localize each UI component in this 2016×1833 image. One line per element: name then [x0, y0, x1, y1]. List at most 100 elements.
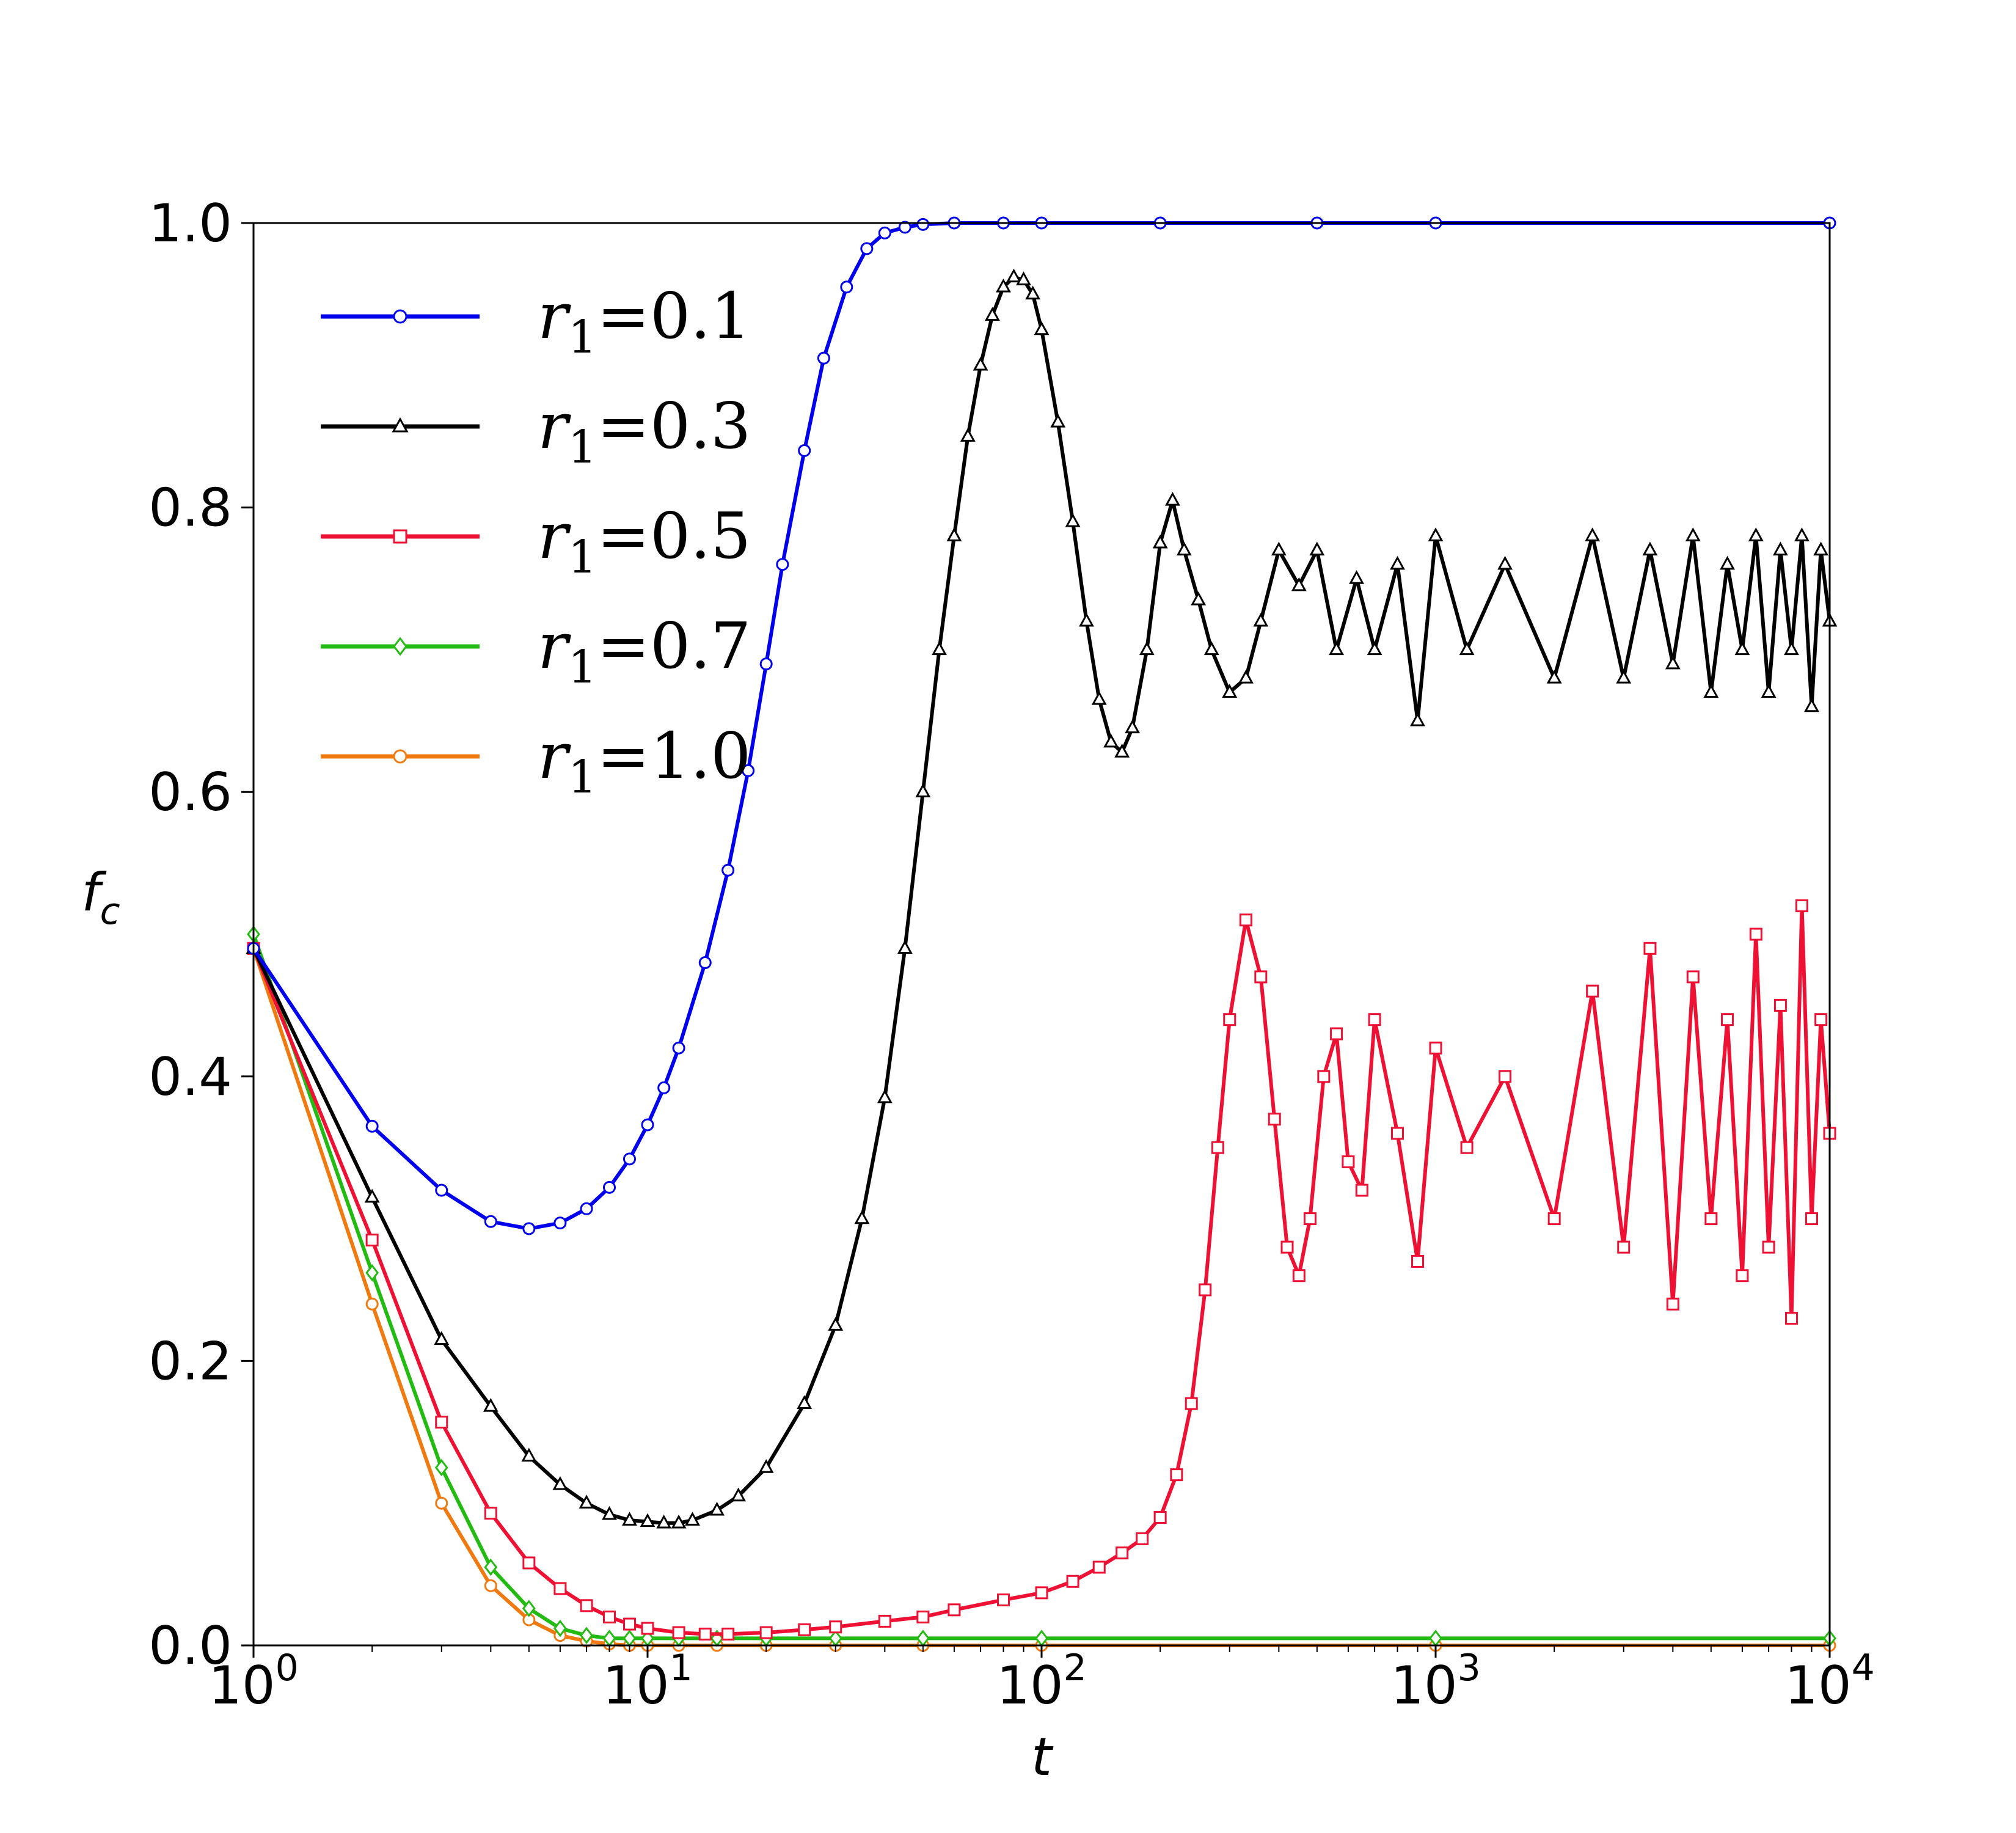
legend-swatch-marker [393, 309, 407, 324]
data-point [553, 1582, 567, 1595]
y-tick-label: 0.8 [148, 478, 232, 539]
data-point [521, 1447, 537, 1462]
legend-swatch-marker [392, 417, 409, 433]
data-point [1497, 555, 1513, 570]
series-r1=0.3 [246, 268, 1838, 1529]
data-point [1734, 641, 1750, 656]
data-point [996, 278, 1011, 293]
data-point [1368, 1013, 1381, 1026]
data-point [1390, 1127, 1404, 1140]
data-point [1034, 321, 1050, 335]
data-point [1091, 690, 1107, 705]
data-point [1239, 913, 1252, 927]
data-point [1079, 612, 1094, 627]
data-point [1136, 1532, 1149, 1545]
data-point [1211, 1141, 1224, 1154]
data-point [1317, 1070, 1331, 1083]
data-point [483, 1397, 499, 1412]
data-point [721, 1627, 735, 1641]
data-point [721, 863, 735, 877]
data-point [698, 1627, 712, 1641]
series-line [252, 221, 1830, 1231]
legend-swatch-marker [393, 637, 407, 656]
data-point [897, 940, 913, 954]
data-point [484, 1506, 497, 1520]
y-axis-label: fc [81, 862, 120, 933]
x-tick-label: 104 [1784, 1647, 1875, 1716]
data-point [1460, 1141, 1474, 1154]
data-point [1139, 641, 1155, 656]
data-point [1116, 1546, 1129, 1560]
data-point [1006, 268, 1021, 283]
y-tick-label: 0.2 [148, 1331, 232, 1392]
data-point [1642, 541, 1658, 556]
data-point [1185, 1397, 1198, 1410]
y-tick-label: 0.6 [148, 762, 232, 823]
data-point [579, 1495, 594, 1509]
x-tick-label: 102 [996, 1647, 1087, 1716]
data-point [878, 226, 891, 240]
data-point [434, 1458, 448, 1477]
data-point [1736, 1269, 1749, 1282]
series-line [252, 904, 1832, 1636]
legend-label: r1=0.7 [538, 609, 751, 693]
data-point [365, 1234, 379, 1247]
data-point [623, 1617, 636, 1631]
data-point [657, 1081, 671, 1094]
data-point [1805, 1212, 1818, 1226]
data-point [758, 1459, 774, 1473]
data-point [1703, 684, 1719, 698]
data-point [656, 1514, 672, 1529]
data-point [1762, 1240, 1775, 1254]
plot-area [246, 216, 1838, 1652]
data-point [1203, 641, 1219, 656]
series-line [252, 275, 1832, 1525]
data-point [435, 1184, 448, 1197]
data-point [797, 1395, 813, 1409]
data-point [1390, 555, 1405, 570]
data-point [1410, 712, 1425, 726]
series-r1=0.1 [247, 216, 1836, 1235]
data-point [1114, 744, 1130, 758]
data-point [996, 1593, 1010, 1607]
data-point [484, 1558, 498, 1576]
data-point [960, 428, 976, 442]
series-r1=0.5 [247, 899, 1836, 1641]
data-point [602, 1610, 616, 1623]
data-point [685, 1512, 700, 1526]
legend-item: r1=0.7 [321, 609, 751, 693]
data-point [854, 1210, 870, 1224]
data-point [580, 1599, 593, 1612]
data-point [948, 1603, 961, 1617]
data-point [1784, 641, 1799, 656]
data-point [623, 1152, 636, 1166]
data-point [1016, 271, 1031, 285]
data-point [1050, 414, 1066, 428]
data-point [522, 1556, 536, 1570]
data-point [434, 1331, 450, 1345]
data-point [365, 1297, 379, 1311]
data-point [484, 1215, 497, 1228]
data-point [1546, 670, 1562, 684]
legend-item: r1=0.5 [321, 499, 751, 584]
data-point [552, 1476, 568, 1490]
data-point [1292, 1269, 1306, 1282]
data-point [1303, 1212, 1317, 1226]
data-point [580, 1626, 593, 1644]
data-point [1103, 733, 1119, 748]
data-point [916, 218, 930, 231]
data-point [1164, 492, 1180, 506]
data-point [1092, 1560, 1106, 1574]
data-point [860, 242, 874, 255]
data-point [1025, 285, 1041, 300]
data-point [1666, 1297, 1679, 1311]
data-point [1342, 1155, 1355, 1168]
data-point [1429, 1041, 1442, 1055]
data-point [1665, 655, 1681, 670]
data-point [898, 221, 911, 234]
data-point [1428, 527, 1444, 541]
data-point [641, 1118, 654, 1132]
data-point [1411, 1254, 1424, 1268]
data-point [1749, 927, 1762, 941]
data-point [672, 1041, 685, 1055]
